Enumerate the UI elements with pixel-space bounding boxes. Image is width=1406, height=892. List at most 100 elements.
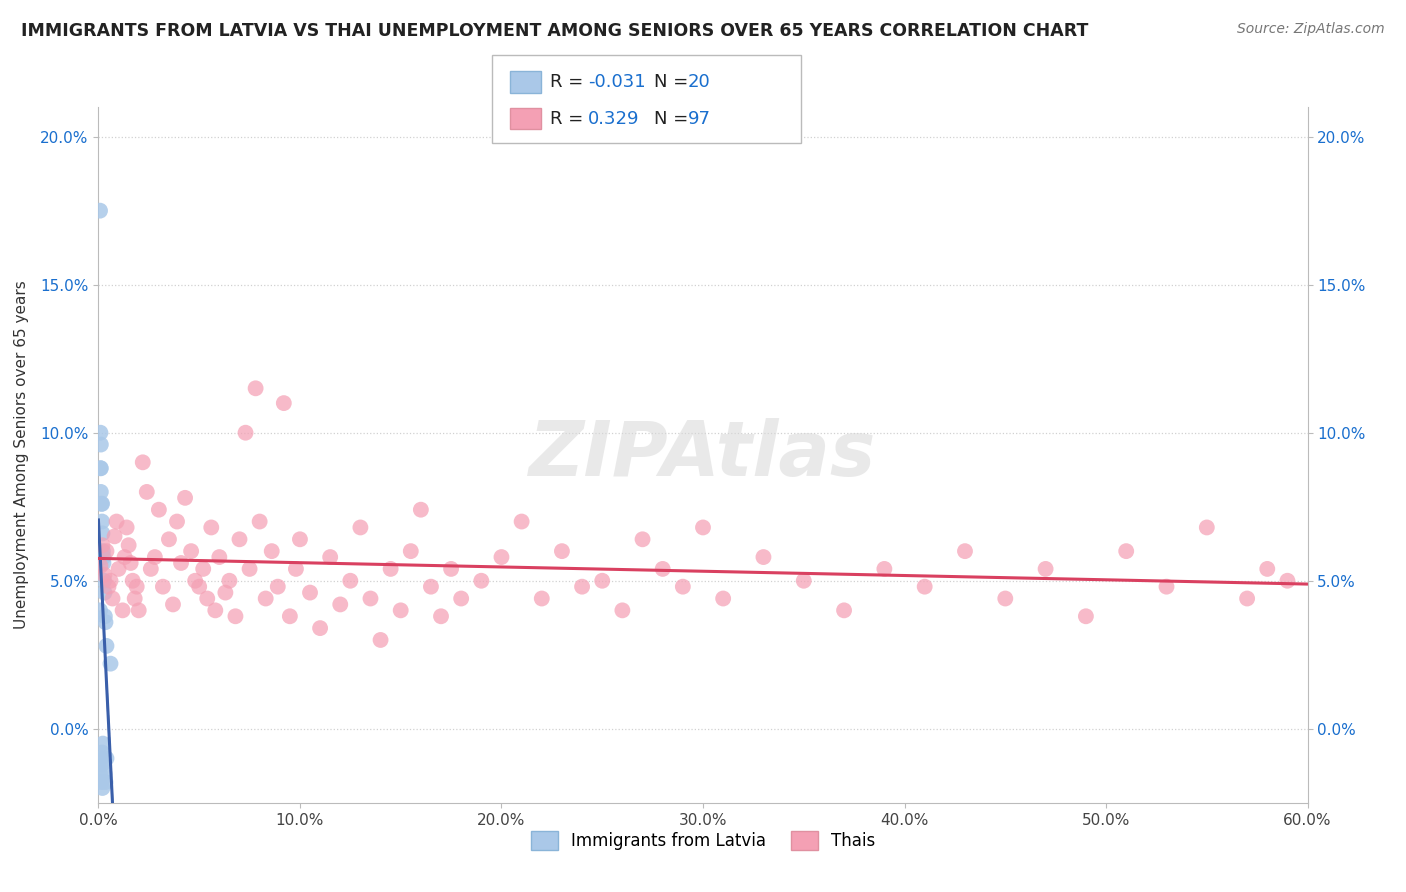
Point bbox=[93, 585, 115, 599]
Point bbox=[90, 437, 112, 451]
Point bbox=[873, 562, 896, 576]
Point bbox=[89, 751, 111, 765]
Text: R =: R = bbox=[550, 73, 589, 91]
Point bbox=[389, 603, 412, 617]
Point bbox=[249, 515, 271, 529]
Point bbox=[157, 533, 180, 547]
Point bbox=[204, 603, 226, 617]
Point bbox=[152, 580, 174, 594]
Point bbox=[510, 515, 533, 529]
Point bbox=[224, 609, 246, 624]
Point bbox=[89, 558, 111, 573]
Point bbox=[96, 544, 118, 558]
Point bbox=[228, 533, 250, 547]
Point bbox=[89, 461, 111, 475]
Point bbox=[103, 529, 125, 543]
Point bbox=[94, 775, 117, 789]
Point bbox=[132, 455, 155, 469]
Point bbox=[91, 746, 114, 760]
Point bbox=[218, 574, 240, 588]
Point bbox=[105, 515, 128, 529]
Point bbox=[101, 591, 124, 606]
Point bbox=[329, 598, 352, 612]
Point bbox=[409, 502, 432, 516]
Text: 0.329: 0.329 bbox=[588, 110, 640, 128]
Point bbox=[349, 520, 371, 534]
Point bbox=[319, 550, 342, 565]
Point bbox=[214, 585, 236, 599]
Point bbox=[135, 484, 157, 499]
Point bbox=[631, 533, 654, 547]
Point bbox=[107, 562, 129, 576]
Point bbox=[200, 520, 222, 534]
Point bbox=[491, 550, 513, 565]
Point bbox=[1115, 544, 1137, 558]
Point bbox=[111, 603, 134, 617]
Point bbox=[90, 497, 112, 511]
Point bbox=[672, 580, 695, 594]
Point bbox=[284, 562, 307, 576]
Point bbox=[239, 562, 262, 576]
Point bbox=[711, 591, 734, 606]
Point bbox=[91, 737, 114, 751]
Point bbox=[90, 775, 112, 789]
Point bbox=[530, 591, 553, 606]
Point bbox=[651, 562, 673, 576]
Point bbox=[832, 603, 855, 617]
Point bbox=[184, 574, 207, 588]
Point bbox=[118, 538, 141, 552]
Text: Source: ZipAtlas.com: Source: ZipAtlas.com bbox=[1237, 22, 1385, 37]
Point bbox=[235, 425, 257, 440]
Point bbox=[124, 591, 146, 606]
Text: 20: 20 bbox=[688, 73, 710, 91]
Point bbox=[309, 621, 332, 635]
Point bbox=[93, 574, 115, 588]
Point bbox=[93, 766, 115, 780]
Point bbox=[278, 609, 301, 624]
Legend: Immigrants from Latvia, Thais: Immigrants from Latvia, Thais bbox=[524, 824, 882, 857]
Point bbox=[91, 515, 114, 529]
Point bbox=[260, 544, 283, 558]
Point bbox=[121, 574, 143, 588]
Point bbox=[93, 567, 115, 582]
Point bbox=[94, 615, 117, 630]
Point bbox=[994, 591, 1017, 606]
Point bbox=[90, 484, 112, 499]
Point bbox=[100, 574, 122, 588]
Point bbox=[420, 580, 443, 594]
Point bbox=[115, 520, 138, 534]
Point bbox=[370, 632, 392, 647]
Point bbox=[953, 544, 976, 558]
Point bbox=[339, 574, 361, 588]
Point bbox=[612, 603, 634, 617]
Text: ZIPAtlas: ZIPAtlas bbox=[529, 418, 877, 491]
Point bbox=[188, 580, 211, 594]
Point bbox=[254, 591, 277, 606]
Point bbox=[1195, 520, 1218, 534]
Point bbox=[299, 585, 322, 599]
Point bbox=[96, 751, 118, 765]
Point bbox=[1256, 562, 1278, 576]
Point bbox=[193, 562, 215, 576]
Point bbox=[208, 550, 231, 565]
Point bbox=[100, 657, 122, 671]
Point bbox=[94, 609, 117, 624]
Point bbox=[162, 598, 184, 612]
Point bbox=[273, 396, 295, 410]
Text: 97: 97 bbox=[688, 110, 710, 128]
Point bbox=[793, 574, 815, 588]
Point bbox=[170, 556, 193, 570]
Point bbox=[93, 556, 115, 570]
Point bbox=[288, 533, 311, 547]
Point bbox=[90, 461, 112, 475]
Text: -0.031: -0.031 bbox=[588, 73, 645, 91]
Point bbox=[125, 580, 148, 594]
Text: N =: N = bbox=[654, 110, 693, 128]
Point bbox=[380, 562, 402, 576]
Point bbox=[571, 580, 593, 594]
Point bbox=[195, 591, 218, 606]
Point bbox=[360, 591, 382, 606]
Point bbox=[96, 639, 118, 653]
Point bbox=[267, 580, 290, 594]
Point bbox=[450, 591, 472, 606]
